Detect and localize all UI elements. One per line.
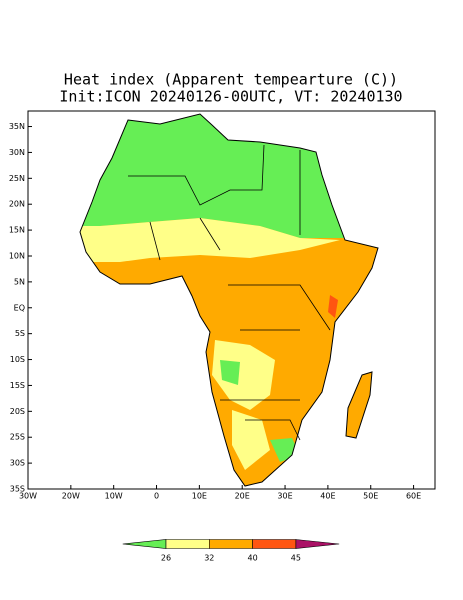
colorbar-segment [122, 539, 167, 549]
colorbar-segment [165, 539, 210, 549]
colorbar-segment [295, 539, 340, 549]
chart-title: Heat index (Apparent tempearture (C)) [64, 71, 398, 89]
colorbar-tick-label: 32 [204, 554, 214, 563]
y-tick-label: 25S [10, 433, 25, 442]
y-tick-label: 20N [9, 200, 25, 209]
y-tick-label: 10N [9, 251, 25, 260]
coastline [79, 113, 379, 487]
x-tick-label: 10W [105, 492, 123, 501]
chart-subtitle: Init:ICON 20240126-00UTC, VT: 20240130 [59, 88, 402, 106]
x-tick-label: 50E [363, 492, 378, 501]
y-tick-label: 15N [9, 226, 25, 235]
x-tick-label: 20E [235, 492, 250, 501]
x-tick-label: 0 [154, 492, 159, 501]
y-tick-label: 35S [10, 485, 25, 494]
x-tick-label: 40E [320, 492, 335, 501]
colorbar-tick-label: 26 [161, 554, 171, 563]
x-tick-label: 20W [62, 492, 80, 501]
y-tick-label: 5S [15, 329, 25, 338]
y-tick-label: 10S [10, 355, 25, 364]
y-tick-label: 35N [9, 122, 25, 131]
colorbar-segment [209, 539, 253, 549]
borders [128, 144, 331, 441]
y-tick-label: 20S [10, 407, 25, 416]
colorbar-segment [252, 539, 297, 549]
y-tick-label: 30N [9, 148, 25, 157]
x-tick-label: 60E [406, 492, 421, 501]
y-tick-label: EQ [14, 303, 25, 312]
madagascar [345, 371, 373, 439]
y-tick-label: 15S [10, 381, 25, 390]
x-tick-label: 30E [277, 492, 292, 501]
y-tick-label: 30S [10, 459, 25, 468]
colorbar-tick-label: 45 [291, 554, 301, 563]
map-frame [27, 110, 436, 490]
x-tick-label: 10E [192, 492, 207, 501]
colorbar-tick-label: 40 [248, 554, 258, 563]
y-tick-label: 25N [9, 174, 25, 183]
y-tick-label: 5N [14, 277, 25, 286]
x-tick-label: 30W [19, 492, 37, 501]
